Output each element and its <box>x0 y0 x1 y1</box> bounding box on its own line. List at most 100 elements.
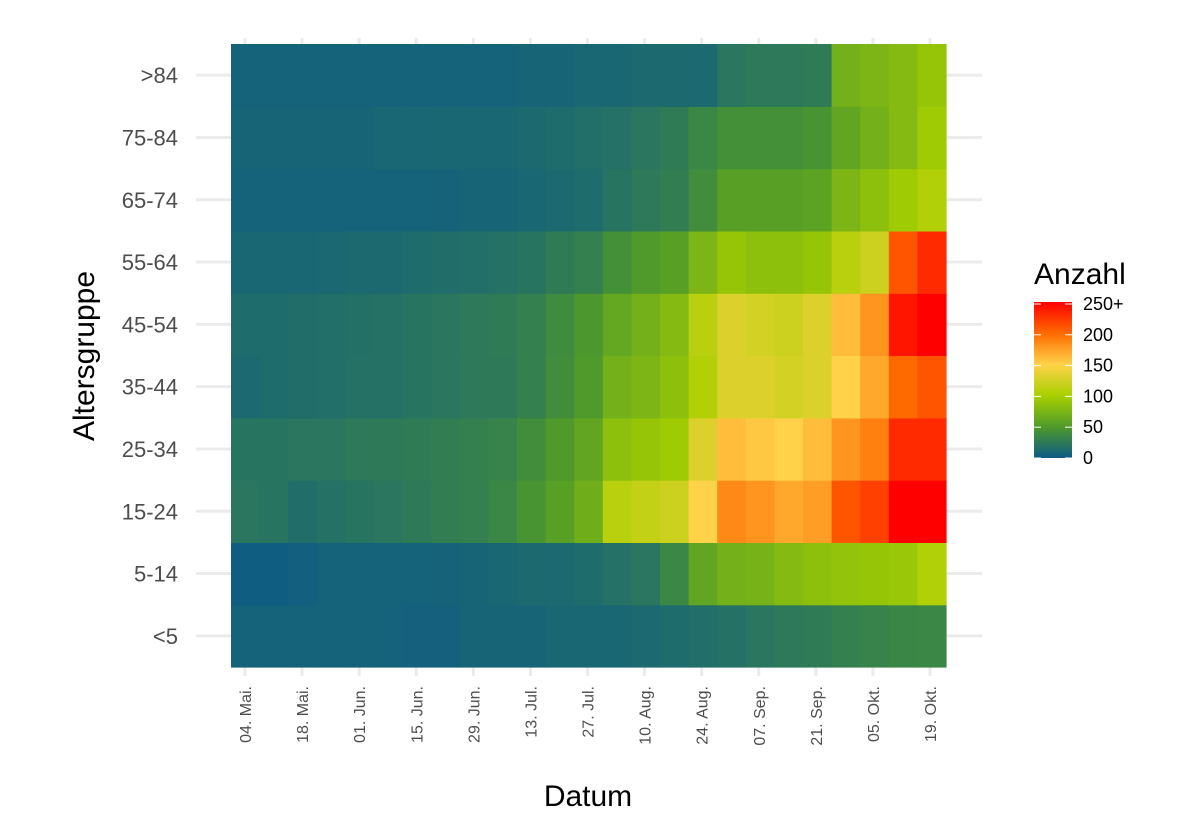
heatmap-cell <box>259 480 289 543</box>
heatmap-cell <box>402 542 432 606</box>
heatmap-cell <box>745 44 775 107</box>
y-tick-label: 5-14 <box>134 562 178 587</box>
heatmap-cell <box>431 542 461 606</box>
y-axis-title: Altersgruppe <box>68 271 101 441</box>
heatmap-cell <box>488 230 518 294</box>
heatmap-cell <box>631 604 661 668</box>
heatmap-cell <box>374 106 404 170</box>
heatmap-cell <box>860 230 890 294</box>
heatmap-cell <box>888 355 918 419</box>
heatmap-cell <box>803 542 833 606</box>
heatmap-cell <box>231 417 261 481</box>
legend-title: Anzahl <box>1034 258 1126 291</box>
heatmap-cell <box>660 542 690 606</box>
heatmap-cell <box>717 230 747 294</box>
heatmap-cell <box>774 230 804 294</box>
y-tick-label: 65-74 <box>122 188 178 213</box>
heatmap-cell <box>688 293 718 357</box>
heatmap-cell <box>631 480 661 543</box>
heatmap-cell <box>803 417 833 481</box>
heatmap-cell <box>374 44 404 107</box>
heatmap-cell <box>717 604 747 668</box>
heatmap-cell <box>316 604 346 668</box>
heatmap-cell <box>917 480 947 543</box>
heatmap-cell <box>803 44 833 107</box>
heatmap-cell <box>888 604 918 668</box>
heatmap-cell <box>688 44 718 107</box>
heatmap-cell <box>517 480 547 543</box>
heatmap-cell <box>488 480 518 543</box>
heatmap-cell <box>803 168 833 232</box>
heatmap-cell <box>860 44 890 107</box>
heatmap-cell <box>517 293 547 357</box>
heatmap-cell <box>345 355 375 419</box>
heatmap-cell <box>545 44 575 107</box>
heatmap-cell <box>831 604 861 668</box>
heatmap-cell <box>545 355 575 419</box>
heatmap-cell <box>917 417 947 481</box>
y-tick-label: >84 <box>141 63 178 88</box>
heatmap-cell <box>888 106 918 170</box>
heatmap-cell <box>860 168 890 232</box>
heatmap-cell <box>345 293 375 357</box>
heatmap-cell <box>860 542 890 606</box>
heatmap-cell <box>316 230 346 294</box>
heatmap-cell <box>602 293 632 357</box>
heatmap-cell <box>288 480 318 543</box>
heatmap-cell <box>431 604 461 668</box>
heatmap-cell <box>831 542 861 606</box>
heatmap-cell <box>402 293 432 357</box>
heatmap-cell <box>745 417 775 481</box>
heatmap-cell <box>545 480 575 543</box>
legend-labels: 250+ 200 150 100 50 0 <box>1034 294 1124 468</box>
heatmap-cell <box>459 230 489 294</box>
x-tick-label: 15. Jun. <box>409 686 426 743</box>
heatmap-cell <box>402 106 432 170</box>
heatmap-cell <box>459 168 489 232</box>
heatmap-cell <box>717 542 747 606</box>
heatmap-cell <box>459 44 489 107</box>
heatmap-cell <box>660 106 690 170</box>
heatmap-cell <box>831 355 861 419</box>
heatmap-cell <box>517 44 547 107</box>
heatmap-cell <box>917 230 947 294</box>
heatmap-cell <box>631 230 661 294</box>
heatmap-cell <box>316 293 346 357</box>
heatmap-cell <box>631 542 661 606</box>
heatmap-cell <box>717 480 747 543</box>
heatmap-cell <box>345 230 375 294</box>
heatmap-cell <box>459 355 489 419</box>
heatmap-cell <box>602 106 632 170</box>
heatmap-cell <box>288 44 318 107</box>
heatmap-cell <box>345 168 375 232</box>
heatmap-cell <box>316 44 346 107</box>
heatmap-cell <box>602 480 632 543</box>
heatmap-cell <box>231 168 261 232</box>
x-tick-label: 19. Okt. <box>923 686 940 742</box>
heatmap-cell <box>631 168 661 232</box>
x-tick-label: 05. Okt. <box>866 686 883 742</box>
heatmap-cell <box>917 355 947 419</box>
x-tick-label: 29. Jun. <box>466 686 483 743</box>
heatmap-cell <box>374 604 404 668</box>
heatmap-cell <box>688 355 718 419</box>
legend-label: 0 <box>1083 448 1093 468</box>
heatmap-cell <box>488 542 518 606</box>
heatmap-cell <box>745 106 775 170</box>
heatmap-cell <box>288 604 318 668</box>
heatmap-cell <box>402 44 432 107</box>
heatmap-cell <box>288 417 318 481</box>
heatmap-cell <box>231 355 261 419</box>
heatmap-cell <box>860 106 890 170</box>
heatmap-cell <box>431 168 461 232</box>
heatmap-cell <box>717 44 747 107</box>
heatmap-cell <box>231 542 261 606</box>
heatmap-cell <box>688 542 718 606</box>
heatmap-cell <box>803 106 833 170</box>
heatmap-cell <box>231 480 261 543</box>
heatmap-cell <box>888 542 918 606</box>
heatmap-cell <box>259 106 289 170</box>
heatmap-cell <box>660 230 690 294</box>
heatmap-cell <box>717 355 747 419</box>
